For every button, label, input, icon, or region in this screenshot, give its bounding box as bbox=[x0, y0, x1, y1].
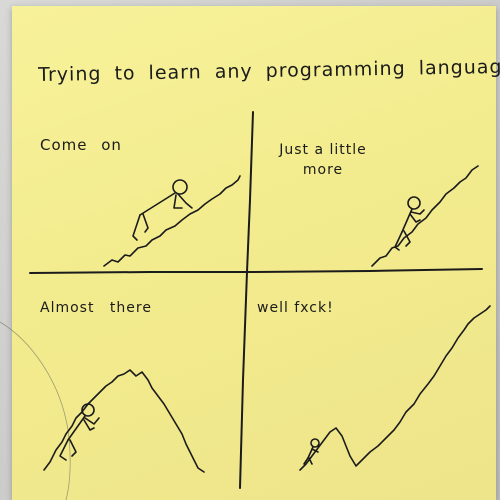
vertical-divider bbox=[239, 111, 254, 489]
panel4-caption: well fxck! bbox=[257, 300, 334, 316]
pencil-mark bbox=[0, 321, 71, 500]
panel2-stick-figure bbox=[394, 196, 425, 251]
panel4-stick-figure bbox=[303, 438, 320, 465]
panel4-mountain bbox=[299, 305, 491, 471]
panel2-caption: Just a little more bbox=[279, 142, 367, 178]
panel2-mountain bbox=[371, 165, 479, 267]
horizontal-divider bbox=[29, 268, 483, 274]
panel3-stick-figure bbox=[59, 403, 100, 461]
panel3-caption: Almost there bbox=[40, 300, 152, 316]
panel3-mountain bbox=[43, 369, 205, 473]
panel1-mountain bbox=[103, 175, 241, 267]
panel1-caption: Come on bbox=[40, 136, 122, 154]
sticky-note bbox=[12, 6, 496, 500]
panel1-stick-figure bbox=[132, 179, 193, 241]
